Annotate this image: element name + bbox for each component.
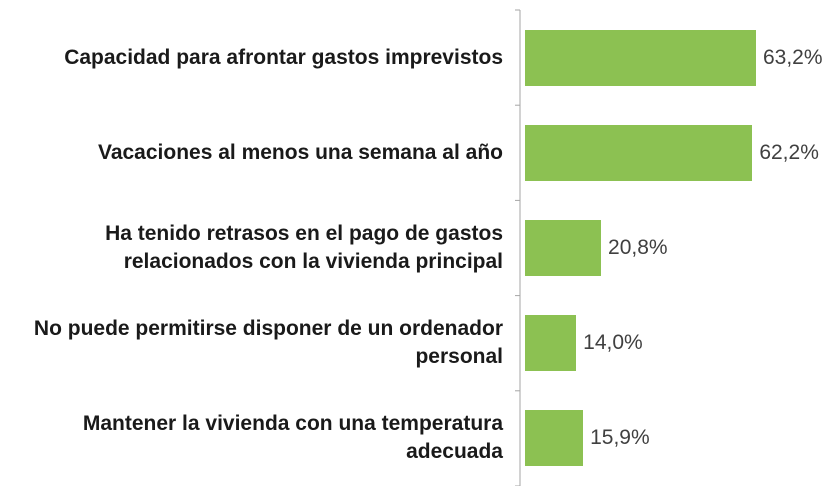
category-label: Mantener la vivienda con una temperatura…: [82, 412, 503, 464]
value-label: 63,2%: [762, 45, 823, 69]
category-label: Ha tenido retrasos en el pago de gastos …: [105, 222, 503, 273]
category-label: No puede permitirse disponer de un orden…: [33, 317, 503, 369]
bar: [525, 220, 602, 276]
value-label: 14,0%: [583, 331, 643, 355]
bar: [525, 124, 753, 181]
category-label: Vacaciones al menos una semana al año: [97, 140, 503, 164]
value-label: 62,2%: [759, 140, 819, 164]
bar: [525, 315, 577, 372]
value-label: 20,8%: [608, 236, 668, 259]
bar: [525, 29, 756, 86]
category-label: Capacidad para afrontar gastos imprevist…: [64, 45, 503, 69]
bar: [525, 410, 584, 467]
value-label: 15,9%: [590, 426, 650, 450]
